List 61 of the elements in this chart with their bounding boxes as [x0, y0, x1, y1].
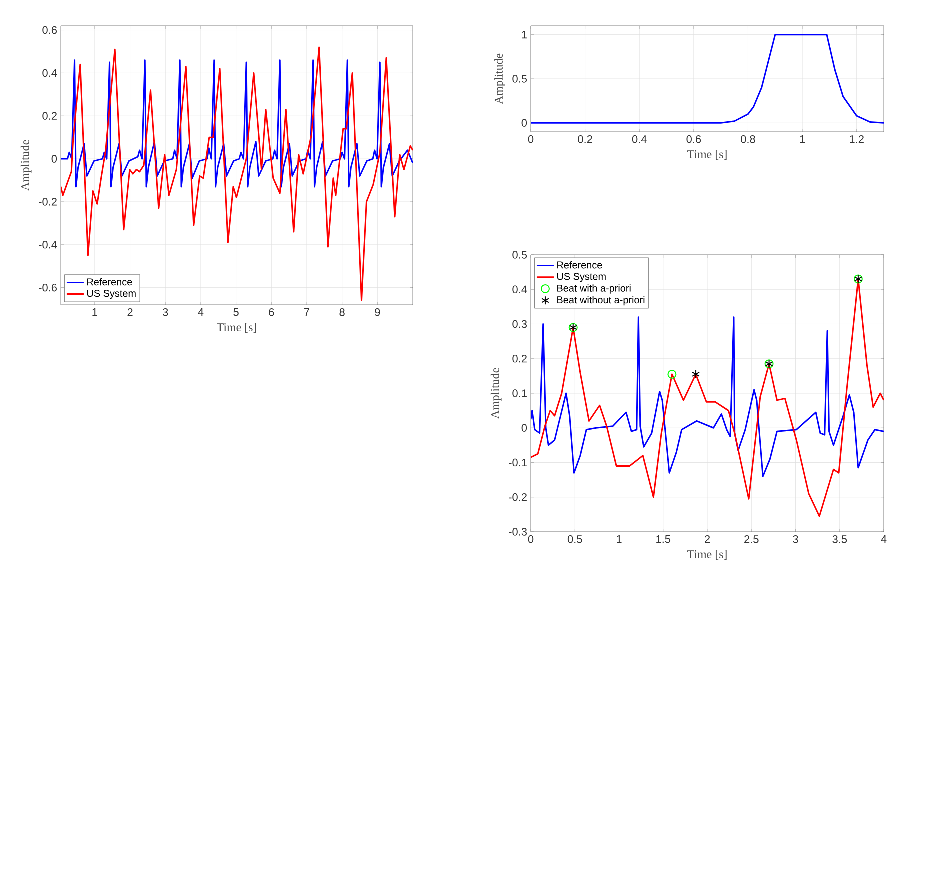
x-tick-label: 0.4	[632, 136, 647, 144]
x-tick-label: 4	[881, 536, 887, 544]
x-tick-label: 2.5	[744, 536, 759, 544]
y-tick-label: 0.5	[512, 251, 528, 259]
y-tick-label: -0.2	[39, 198, 57, 206]
x-tick-label: 8	[340, 308, 345, 316]
x-tick-label: 1	[800, 136, 806, 144]
x-tick-label: 1.2	[850, 136, 864, 144]
y-axis-title: Amplitude	[20, 140, 32, 191]
y-tick-label: 0.1	[512, 390, 527, 398]
x-tick-label: 0.6	[686, 136, 702, 144]
x-tick-label: 5	[234, 308, 239, 316]
line-series	[531, 316, 884, 478]
legend-label: Beat with a-priori	[558, 284, 631, 294]
y-tick-label: 0.2	[42, 112, 57, 120]
line-series	[61, 60, 414, 188]
legend-label: Reference	[558, 261, 602, 269]
y-tick-label: 0.2	[512, 355, 527, 363]
legend-label: US System	[87, 290, 136, 300]
y-tick-label: -0.2	[509, 494, 527, 502]
x-tick-label: 3	[162, 308, 168, 316]
legend-label: Beat without a-priori	[558, 296, 645, 306]
x-tick-label: 6	[269, 308, 274, 316]
x-tick-label: 0	[528, 536, 534, 544]
x-tick-label: 0	[528, 136, 534, 144]
y-tick-label: 0.4	[512, 286, 528, 294]
point	[668, 370, 677, 379]
x-tick-label: 0.8	[741, 136, 756, 144]
x-axis-title: Time [s]	[688, 550, 727, 560]
x-tick-label: 9	[375, 308, 380, 316]
y-tick-label: 0.5	[512, 75, 528, 83]
x-tick-label: 4	[198, 308, 204, 316]
y-tick-label: -0.4	[39, 241, 58, 249]
x-tick-label: 1	[617, 536, 622, 544]
y-tick-label: 0	[522, 424, 528, 432]
y-tick-label: 0	[52, 155, 58, 163]
y-tick-label: 0	[522, 119, 528, 128]
legend-label: US System	[557, 273, 606, 282]
y-tick-label: 1	[522, 31, 527, 39]
point	[692, 370, 700, 379]
x-axis-title: Time [s]	[217, 323, 256, 333]
y-tick-label: 0.4	[42, 69, 58, 78]
y-axis-title: Amplitude	[494, 54, 506, 104]
x-tick-label: 2	[128, 308, 133, 316]
x-tick-label: 1	[92, 308, 98, 316]
y-tick-label: -0.1	[509, 458, 527, 467]
x-axis-title: Time [s]	[688, 150, 727, 160]
y-tick-label: 0.6	[42, 26, 57, 34]
y-tick-label: -0.3	[509, 528, 527, 536]
x-tick-label: 1.5	[656, 536, 671, 544]
legend-label: Reference	[88, 278, 132, 286]
y-tick-label: 0.3	[512, 320, 527, 328]
x-tick-label: 2	[705, 536, 710, 544]
line-series	[61, 46, 414, 302]
x-tick-label: 0.5	[568, 536, 582, 544]
y-tick-label: -0.6	[39, 284, 57, 292]
x-tick-label: 3.5	[832, 536, 848, 544]
y-axis-title: Amplitude	[490, 368, 502, 419]
x-tick-label: 3	[793, 536, 798, 544]
x-tick-label: 0.2	[578, 136, 592, 144]
x-tick-label: 7	[304, 308, 310, 316]
